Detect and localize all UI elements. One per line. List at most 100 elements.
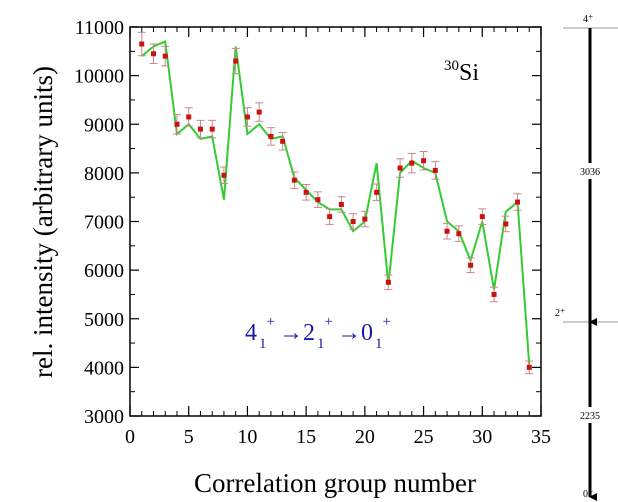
nucleus-symbol: Si [459,60,479,86]
y-tick-label: 8000 [84,163,124,185]
data-point [501,215,510,233]
data-marker [503,221,509,227]
data-marker [409,160,415,166]
level-4-label: 4⁺ [583,14,593,25]
data-point [184,107,193,127]
y-tick-label: 4000 [84,357,124,379]
data-marker [291,177,297,183]
data-marker [374,189,380,195]
y-tick-label: 11000 [75,17,124,39]
data-point [302,184,311,201]
data-marker [209,126,215,132]
transition-energy-1: 3036 [580,167,600,178]
y-tick-label: 10000 [74,66,124,88]
x-tick-label: 25 [414,426,434,448]
y-tick-label: 5000 [84,309,124,331]
transition-part-2-sup: + [324,314,332,330]
data-point [454,225,463,242]
level-2-label: 2⁺ [555,308,565,319]
data-point [137,31,146,57]
data-point [431,161,440,180]
data-marker [162,53,168,59]
data-marker [150,51,156,57]
data-marker [338,201,344,207]
data-point [525,360,534,375]
y-tick-label: 7000 [84,212,124,234]
data-marker [397,165,403,171]
data-marker [280,138,286,144]
x-tick-label: 15 [296,426,316,448]
x-tick-labels: 0 5 10 15 20 25 30 35 [125,426,551,448]
data-markers [137,31,534,375]
x-tick-label: 0 [125,426,135,448]
data-marker [479,214,485,220]
transition-part-3-base: →0 [337,320,373,346]
data-marker [186,114,192,120]
data-marker [421,158,427,164]
data-marker [327,214,333,220]
transition-part-2-sub: 1 [317,336,325,352]
data-marker [233,58,239,64]
data-point [196,119,205,139]
data-marker [256,109,262,115]
data-marker [315,197,321,203]
data-marker [197,126,203,132]
data-point [372,183,381,202]
y-axis-title: rel. intensity (arbitrary units) [28,66,58,378]
plot-frame [129,26,542,417]
transition-part-1-base: 4 [245,320,257,346]
nucleus-mass: 30 [444,58,459,74]
data-point [161,45,170,67]
data-marker [515,199,521,205]
data-marker [491,291,497,297]
data-marker [268,133,274,139]
fit-line [141,40,531,366]
data-point [349,213,358,230]
data-point [490,286,499,303]
data-point [419,150,428,171]
data-marker [221,172,227,178]
data-marker [139,41,145,47]
data-point [513,193,522,211]
data-marker [362,216,368,222]
data-point [219,166,228,185]
data-point [384,274,393,291]
nucleus-label: 30Si [444,58,479,86]
tick-marks [129,26,542,417]
data-marker [432,167,438,173]
transition-label-bg-1 [571,163,609,179]
data-point [231,47,240,75]
data-point [396,158,405,178]
data-point [278,132,287,151]
data-point [208,119,217,139]
level-0-label: 0⁺ [583,489,593,500]
data-marker [385,279,391,285]
y-tick-label: 6000 [84,260,124,282]
data-marker [350,219,356,224]
y-tick-label: 9000 [84,114,124,136]
x-tick-label: 10 [237,426,257,448]
data-marker [468,262,474,268]
transition-part-1-sup: + [267,314,275,330]
level-scheme: 4⁺ 2⁺ 0⁺ 3036 2235 [555,14,618,501]
data-point [172,114,181,135]
data-point [255,102,264,122]
data-marker [526,364,532,370]
data-point [325,208,334,225]
data-point [266,127,275,146]
data-point [360,210,369,228]
data-point [149,43,158,64]
x-tick-label: 30 [472,426,492,448]
data-point [290,171,299,189]
x-axis-title: Correlation group number [194,468,476,498]
data-point [337,196,346,213]
data-marker [303,189,309,195]
data-point [466,257,475,274]
data-marker [456,231,462,237]
plot-area: 3000 4000 5000 6000 7000 8000 9000 10000 11000 0… [74,17,551,448]
transition-label: 4 1+ →2 1+ →0 1+ [245,314,391,352]
x-tick-label: 5 [184,426,194,448]
y-tick-labels: 3000 4000 5000 6000 7000 8000 9000 10000 11000 [74,17,124,428]
data-marker [174,121,180,127]
